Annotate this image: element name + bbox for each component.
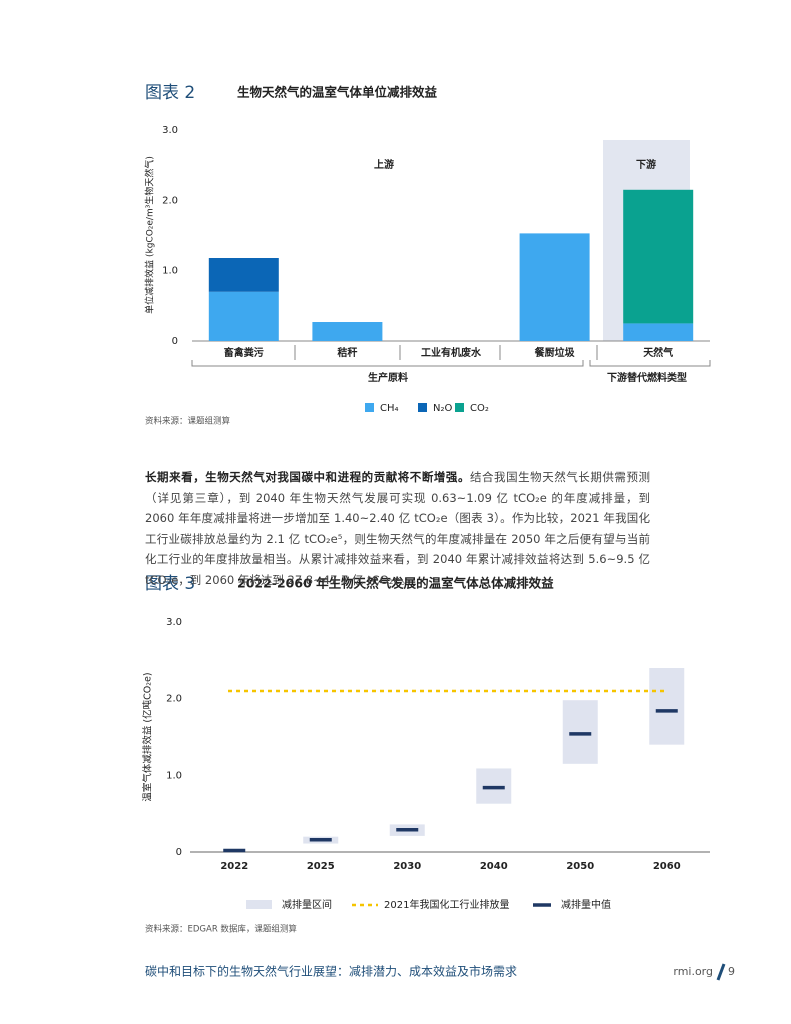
footer-page: 9: [728, 965, 735, 978]
figure-label: 图表 2: [145, 83, 195, 103]
bar-segment: [208, 291, 279, 341]
y-tick-label: 2.0: [166, 694, 182, 705]
x-tick-label: 秸秆: [337, 346, 357, 359]
y-tick-label: 2.0: [162, 195, 178, 206]
y-axis-label: 温室气体减排效益 (亿吨CO₂e): [142, 672, 154, 801]
x-tick-label: 天然气: [643, 346, 673, 359]
y-axis-label: 单位减排效益 (kgCO₂e/m³生物天然气): [144, 156, 156, 314]
region-label: 下游: [636, 158, 656, 171]
legend-swatch: [365, 403, 374, 412]
legend-swatch: [246, 900, 272, 909]
legend-swatch: [455, 403, 464, 412]
y-tick-label: 3.0: [162, 125, 178, 136]
y-tick-label: 3.0: [166, 617, 182, 628]
y-tick-label: 0: [172, 336, 178, 347]
group-label: 生产原料: [368, 371, 408, 384]
x-tick-label: 2050: [566, 861, 594, 872]
range-box: [562, 700, 598, 764]
legend-label: 减排量区间: [282, 898, 332, 911]
x-tick-label: 工业有机废水: [421, 346, 482, 359]
figure-title: 2022-2060 年生物天然气发展的温室气体总体减排效益: [237, 576, 554, 591]
x-tick-label: 畜禽粪污: [224, 346, 264, 359]
y-tick-label: 1.0: [162, 266, 178, 277]
footer-site: rmi.org: [673, 965, 713, 978]
bar-segment: [312, 322, 383, 341]
x-tick-label: 2022: [220, 861, 248, 872]
x-tick-label: 餐厨垃圾: [534, 346, 576, 359]
group-brackets: [191, 345, 711, 367]
region-label: 上游: [374, 158, 394, 171]
footer-title: 碳中和目标下的生物天然气行业展望：减排潜力、成本效益及市场需求: [145, 964, 517, 979]
source-note: 资料来源：EDGAR 数据库，课题组测算: [145, 924, 297, 935]
legend-swatch: [418, 403, 427, 412]
bar-segment: [519, 233, 590, 341]
x-tick-label: 2040: [480, 861, 508, 872]
legend-label: 2021年我国化工行业排放量: [384, 898, 509, 911]
bar-segment: [623, 189, 694, 324]
source-note: 资料来源：课题组测算: [145, 416, 231, 427]
x-tick-label: 2060: [653, 861, 681, 872]
x-tick-label: 2025: [307, 861, 335, 872]
figure-title: 生物天然气的温室气体单位减排效益: [237, 85, 438, 100]
legend-label: N₂O: [433, 403, 452, 414]
legend-label: CH₄: [380, 403, 399, 414]
legend-label: CO₂: [470, 403, 489, 414]
range-box: [649, 668, 685, 745]
x-tick-label: 2030: [393, 861, 421, 872]
footer-slash: [716, 963, 726, 981]
paragraph-body: 结合我国生物天然气长期供需预测（详见第三章），到 2040 年生物天然气发展可实…: [145, 470, 650, 587]
legend-label: 减排量中值: [561, 898, 611, 911]
bar-segment: [208, 258, 279, 292]
y-tick-label: 1.0: [166, 770, 182, 781]
figure-label: 图表 3: [145, 574, 195, 594]
group-label: 下游替代燃料类型: [607, 371, 687, 384]
paragraph: 长期来看，生物天然气对我国碳中和进程的贡献将不断增强。结合我国生物天然气长期供需…: [145, 467, 650, 590]
y-tick-label: 0: [176, 847, 182, 858]
bar-segment: [623, 323, 694, 341]
paragraph-lead: 长期来看，生物天然气对我国碳中和进程的贡献将不断增强。: [145, 470, 470, 484]
